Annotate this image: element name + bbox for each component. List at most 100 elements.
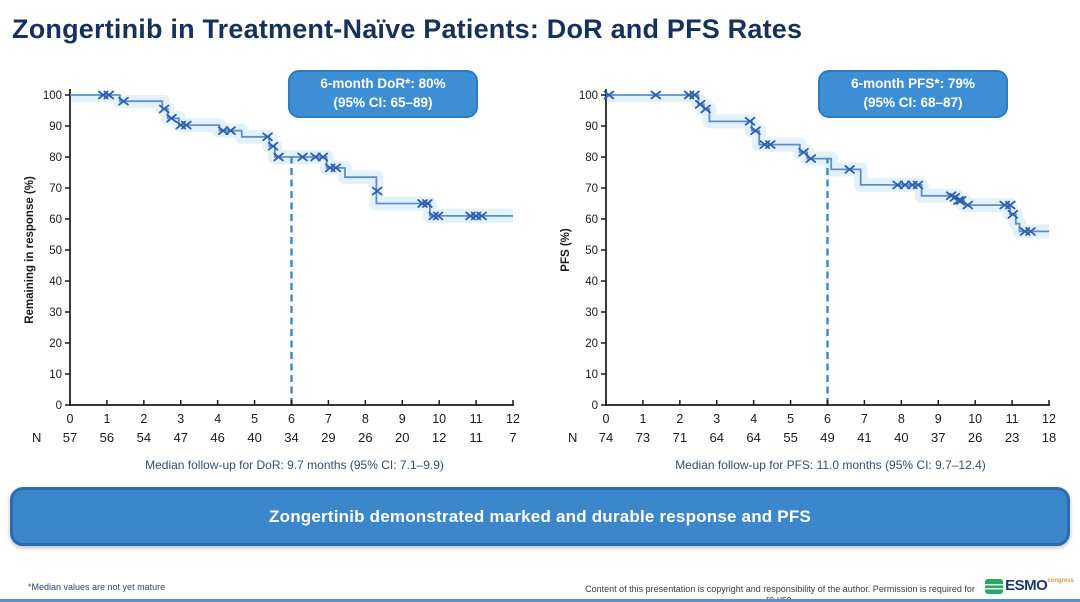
pfs-annotation-line1: 6-month PFS*: 79% [851,76,975,91]
risk-count: 34 [284,430,299,445]
svg-text:12: 12 [1042,412,1056,426]
esmo-badge-icon [985,579,1004,594]
svg-text:0: 0 [603,412,610,426]
svg-text:0: 0 [56,400,62,412]
pfs-caption: Median follow-up for PFS: 11.0 months (9… [675,458,986,472]
dor-annotation-line2: (95% CI: 65–89) [333,94,433,110]
y-axis-label: Remaining in response (%) [24,176,36,324]
conclusion-banner: Zongertinib demonstrated marked and dura… [10,487,1070,546]
risk-count: 18 [1041,430,1057,445]
pfs-number-at-risk-row: N 74 73 71 64 64 55 49 41 40 37 26 23 18 [556,430,1071,450]
y-axis-label: PFS (%) [560,228,572,272]
censor-marks [603,90,1036,236]
svg-text:30: 30 [585,307,598,319]
risk-count: 26 [358,430,373,445]
svg-text:8: 8 [362,412,369,426]
svg-text:11: 11 [470,412,483,426]
svg-text:40: 40 [585,276,598,288]
dor-risk-label: N [32,430,42,445]
svg-text:0: 0 [67,412,74,426]
conclusion-text: Zongertinib demonstrated marked and dura… [269,506,811,526]
svg-text:11: 11 [1006,412,1019,426]
svg-text:2: 2 [140,412,147,426]
esmo-logo: ESMO congress [985,577,1074,594]
svg-text:10: 10 [432,412,446,426]
risk-count: 56 [99,430,115,445]
pfs-risk-label: N [568,430,578,445]
svg-text:5: 5 [787,412,794,426]
svg-text:2: 2 [676,412,683,426]
risk-count: 64 [709,430,724,445]
svg-text:60: 60 [49,214,62,226]
esmo-wordmark: ESMO [1005,577,1048,594]
svg-text:50: 50 [49,245,62,257]
risk-count: 47 [173,430,188,445]
svg-text:6: 6 [288,412,295,426]
svg-text:5: 5 [251,412,258,426]
risk-count: 12 [431,430,447,445]
risk-count: 11 [469,430,483,445]
svg-text:9: 9 [399,412,406,426]
svg-text:100: 100 [43,90,62,102]
svg-text:3: 3 [713,412,720,426]
censor-marks [97,90,487,221]
risk-count: 46 [210,430,225,445]
svg-text:20: 20 [585,338,598,350]
svg-text:20: 20 [49,338,62,350]
svg-text:1: 1 [639,412,646,426]
svg-text:40: 40 [49,276,62,288]
svg-text:10: 10 [585,369,598,381]
svg-text:3: 3 [177,412,184,426]
svg-text:70: 70 [585,183,598,195]
risk-count: 40 [894,430,909,445]
svg-text:80: 80 [49,152,62,164]
svg-text:6: 6 [824,412,831,426]
copyright-text: Content of this presentation is copyrigh… [585,584,975,602]
page-title: Zongertinib in Treatment-Naïve Patients:… [12,14,803,44]
risk-count: 57 [62,430,78,445]
risk-count: 20 [395,430,410,445]
svg-text:8: 8 [898,412,905,426]
pfs-annotation-box: 6-month PFS*: 79% (95% CI: 68–87) [818,70,1008,118]
dor-chart-panel: 0 10 20 30 40 50 60 70 80 90 100 0 1 2 3 4 5 6 7 8 9 10 11 12 Re… [20,70,535,482]
svg-text:4: 4 [750,412,757,426]
svg-text:12: 12 [506,412,520,426]
svg-text:60: 60 [585,214,598,226]
svg-text:50: 50 [585,245,598,257]
dor-annotation-line1: 6-month DoR*: 80% [320,76,446,91]
risk-count: 7 [509,430,517,445]
svg-text:70: 70 [49,183,62,195]
svg-text:1: 1 [103,412,110,426]
risk-count: 37 [931,430,946,445]
pfs-chart-panel: 0 10 20 30 40 50 60 70 80 90 100 0 1 2 3 4 5 6 7 8 9 10 11 12 PF… [556,70,1071,482]
svg-text:100: 100 [579,90,598,102]
svg-text:7: 7 [325,412,332,426]
dor-annotation-box: 6-month DoR*: 80% (95% CI: 65–89) [288,70,478,118]
svg-text:90: 90 [585,121,598,133]
dor-number-at-risk-row: N 57 56 54 47 46 40 34 29 26 20 12 11 7 [20,430,535,450]
svg-text:4: 4 [214,412,221,426]
slide-bottom-border [0,599,1080,602]
svg-text:80: 80 [585,152,598,164]
risk-count: 54 [136,430,152,445]
svg-text:10: 10 [968,412,982,426]
risk-count: 55 [783,430,798,445]
risk-count: 29 [321,430,336,445]
dor-caption: Median follow-up for DoR: 9.7 months (95… [145,458,444,472]
risk-count: 49 [820,430,835,445]
risk-count: 41 [857,430,872,445]
risk-count: 40 [247,430,262,445]
footnote: *Median values are not yet mature [28,582,166,592]
risk-count: 71 [672,430,688,445]
svg-text:90: 90 [49,121,62,133]
risk-count: 74 [598,430,614,445]
pfs-annotation-line2: (95% CI: 68–87) [863,94,963,110]
risk-count: 73 [635,430,651,445]
esmo-congress-label: congress [1047,578,1074,584]
svg-text:10: 10 [49,369,62,381]
